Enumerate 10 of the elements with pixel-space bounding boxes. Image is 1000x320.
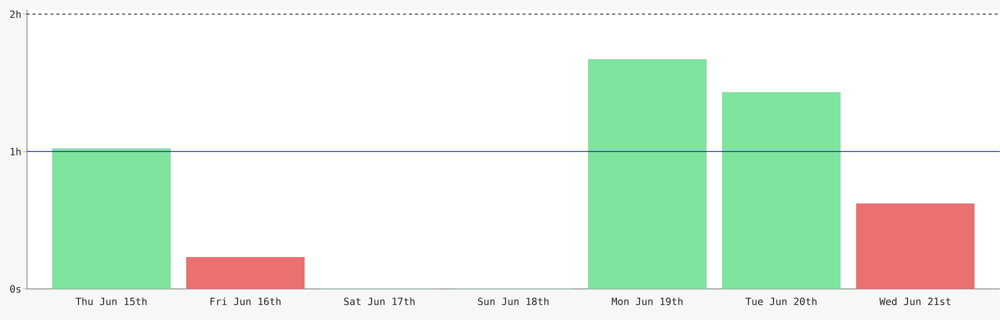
y-tick-label: 2h: [10, 10, 21, 18]
x-tick-label: Wed Jun 21st: [879, 297, 950, 306]
x-tick-label: Tue Jun 20th: [746, 297, 816, 306]
y-tick-label: 0s: [10, 285, 21, 293]
x-tick-label: Sat Jun 17th: [344, 297, 414, 306]
x-tick-label: Mon Jun 19th: [612, 297, 682, 306]
x-tick-label: Fri Jun 16th: [210, 297, 281, 306]
x-tick-label: Thu Jun 15th: [76, 297, 147, 306]
y-tick-label: 1h: [10, 148, 21, 156]
x-tick-label: Sun Jun 18th: [478, 297, 548, 306]
